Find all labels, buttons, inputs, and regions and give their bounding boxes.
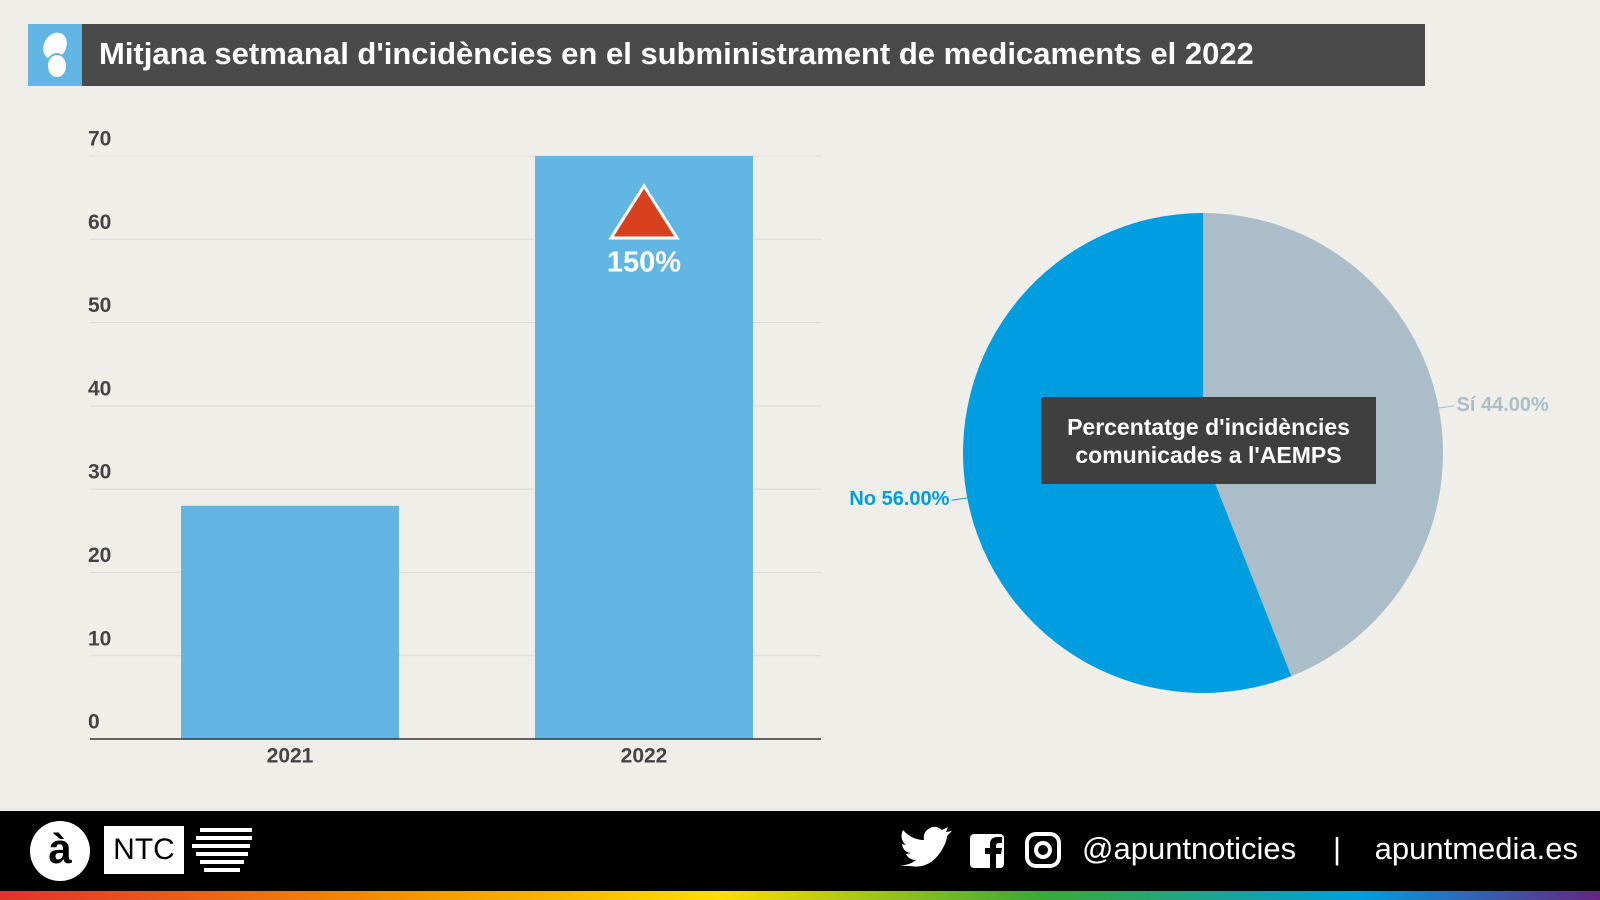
instagram-lens <box>1034 841 1052 859</box>
footer-brand: NTC <box>113 833 175 866</box>
instagram-icon <box>1025 832 1061 868</box>
footer-handle: @apuntnoticies <box>1082 831 1296 866</box>
leader-line <box>1438 405 1455 409</box>
pie-label-name: No <box>849 489 876 511</box>
y-tick-label: 20 <box>88 544 111 567</box>
pie-label-value: 56.00% <box>882 489 950 511</box>
annotation-arrow <box>608 183 680 240</box>
header-icon <box>43 32 68 79</box>
footer-logo-circle <box>30 821 90 881</box>
pie-title: Percentatge d'incidències comunicades a … <box>1041 397 1376 484</box>
header-bar <box>82 24 1425 86</box>
x-tick-label: 2021 <box>267 745 314 768</box>
x-tick-label: 2022 <box>621 745 668 768</box>
bar <box>181 505 399 739</box>
y-tick-label: 10 <box>88 627 111 650</box>
footer-separator: | <box>1333 831 1341 866</box>
y-tick-label: 40 <box>88 377 111 400</box>
facebook-f <box>985 837 1002 868</box>
footer-logo: à <box>48 825 72 872</box>
pie-label-name: Sí <box>1457 394 1477 416</box>
footer-strip <box>0 891 1600 900</box>
twitter-icon <box>899 826 952 867</box>
y-tick-label: 50 <box>88 294 111 317</box>
y-tick-label: 0 <box>88 711 100 734</box>
pie-label: Sí 44.00% <box>1457 394 1550 416</box>
y-tick-label: 30 <box>88 461 111 484</box>
footer-brand-box <box>104 826 184 874</box>
y-tick-label: 60 <box>88 211 111 234</box>
pie-label-value: 44.00% <box>1481 394 1549 416</box>
leader-line <box>951 497 968 501</box>
page-title: Mitjana setmanal d'incidències en el sub… <box>99 36 1254 71</box>
footer-site: apuntmedia.es <box>1375 831 1578 866</box>
bar <box>535 156 753 739</box>
y-tick-label: 70 <box>88 128 111 151</box>
pie-label: No 56.00% <box>849 489 949 511</box>
footer-brand-lines <box>192 828 252 872</box>
annotation: 150% <box>607 247 681 279</box>
footer-bar <box>0 811 1600 891</box>
